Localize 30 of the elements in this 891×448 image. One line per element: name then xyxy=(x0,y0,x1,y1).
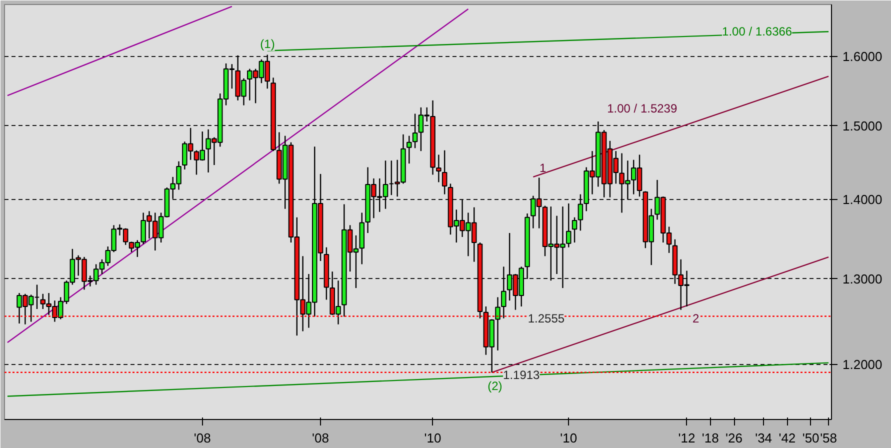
y-tick-label: 1.2000 xyxy=(842,357,882,372)
candlestick xyxy=(406,135,412,164)
x-tick-label: '10 xyxy=(424,430,442,446)
y-tick-label: 1.3000 xyxy=(842,271,882,286)
candlestick xyxy=(442,150,448,195)
x-tick-label: '50 xyxy=(802,430,820,446)
x-tick-label: '08 xyxy=(194,430,211,446)
y-tick-label: 1.5000 xyxy=(842,118,882,134)
x-tick-label: '26 xyxy=(726,430,743,446)
x-tick-label: '12 xyxy=(678,430,696,446)
candlestick xyxy=(501,266,506,319)
x-tick-label: '10 xyxy=(560,430,578,446)
annotation: 1 xyxy=(540,161,547,176)
annotation: 1.1913 xyxy=(503,368,540,382)
candlestick xyxy=(572,216,578,244)
annotation: 1.2555 xyxy=(528,312,565,326)
x-tick-label: '34 xyxy=(755,430,772,446)
annotation: 1.00 / 1.6366 xyxy=(722,24,792,38)
candlestick xyxy=(412,113,418,149)
y-tick-label: 1.4000 xyxy=(842,192,882,208)
candlestick xyxy=(495,296,500,352)
annotation: 2 xyxy=(692,312,700,326)
x-tick-label: '18 xyxy=(702,430,719,446)
annotation: 1.00 / 1.5239 xyxy=(607,102,678,116)
x-tick-label: '08 xyxy=(312,430,330,446)
x-tick-label: '42 xyxy=(778,430,796,446)
annotation: (1) xyxy=(260,36,275,51)
x-tick-label: '58 xyxy=(820,430,838,446)
y-tick-label: 1.6000 xyxy=(842,49,882,64)
annotation: (2) xyxy=(488,378,502,393)
